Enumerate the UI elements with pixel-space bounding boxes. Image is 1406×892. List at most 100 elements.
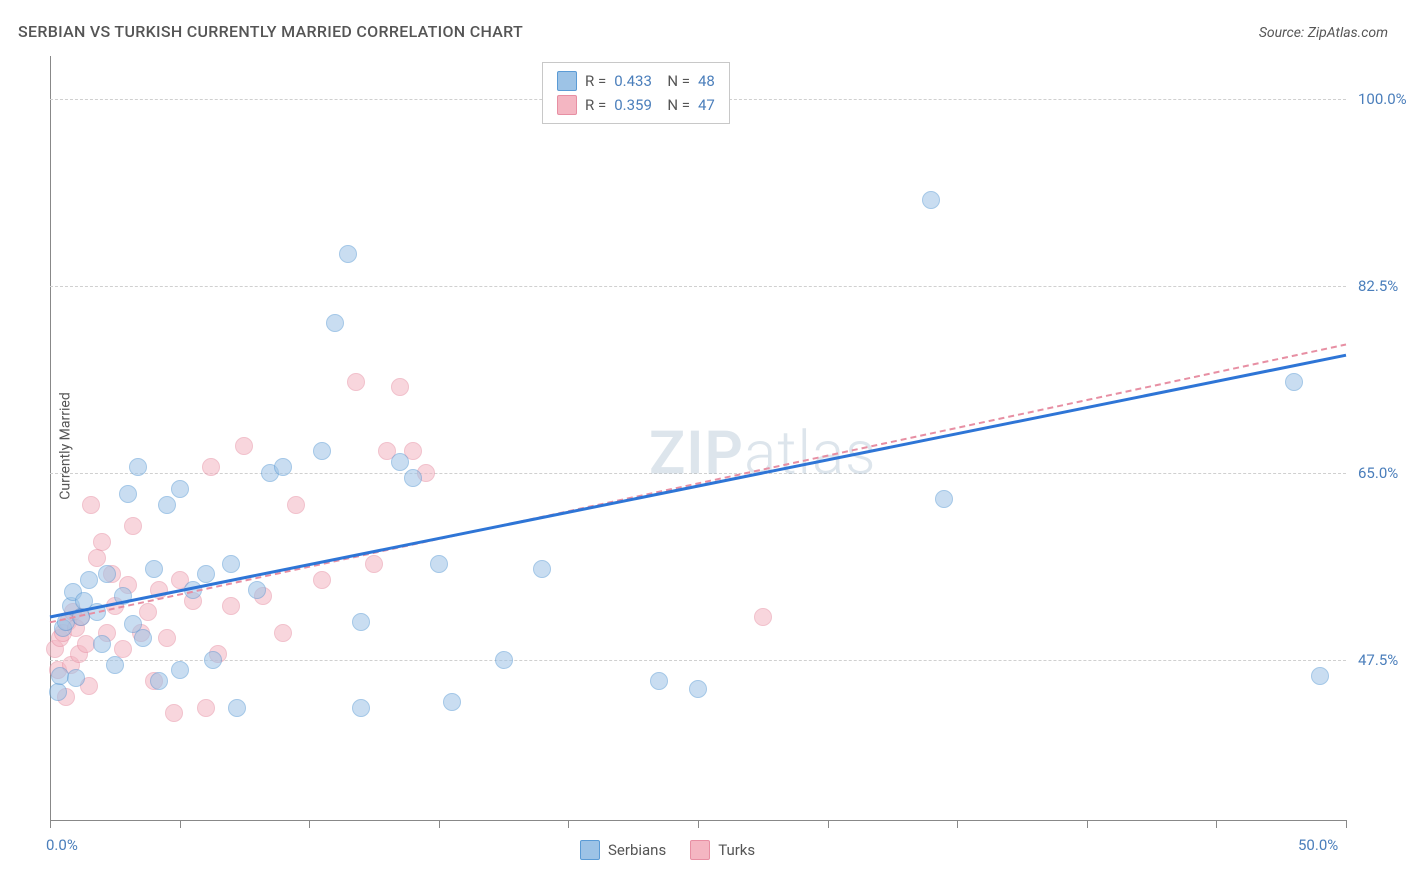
- data-point-serbians: [204, 651, 222, 669]
- data-point-serbians: [114, 587, 132, 605]
- data-point-turks: [158, 629, 176, 647]
- data-point-turks: [82, 496, 100, 514]
- data-point-serbians: [689, 680, 707, 698]
- y-tick-label: 100.0%: [1358, 90, 1406, 108]
- x-tick: [50, 820, 51, 828]
- legend-r-serbians: 0.433: [614, 69, 652, 93]
- data-point-serbians: [150, 672, 168, 690]
- data-point-serbians: [443, 693, 461, 711]
- legend-r-prefix: R =: [585, 93, 606, 117]
- data-point-turks: [274, 624, 292, 642]
- series-legend: Serbians Turks: [580, 840, 755, 860]
- data-point-serbians: [88, 603, 106, 621]
- regression-line-turks: [50, 345, 1346, 623]
- legend-n-prefix: N =: [660, 69, 690, 93]
- legend-n-serbians: 48: [698, 69, 715, 93]
- data-point-serbians: [352, 613, 370, 631]
- legend-item-turks: Turks: [690, 840, 755, 860]
- data-point-turks: [347, 373, 365, 391]
- data-point-serbians: [922, 191, 940, 209]
- legend-r-prefix: R =: [585, 69, 606, 93]
- x-tick: [957, 820, 958, 828]
- x-tick: [439, 820, 440, 828]
- data-point-turks: [93, 533, 111, 551]
- data-point-serbians: [274, 458, 292, 476]
- data-point-turks: [235, 437, 253, 455]
- data-point-serbians: [404, 469, 422, 487]
- x-tick: [1346, 820, 1347, 828]
- data-point-serbians: [1311, 667, 1329, 685]
- gridline: [50, 286, 1346, 287]
- legend-row-turks: R = 0.359 N = 47: [557, 93, 715, 117]
- data-point-turks: [287, 496, 305, 514]
- x-tick: [1087, 820, 1088, 828]
- x-tick: [1216, 820, 1217, 828]
- x-max-label: 50.0%: [1298, 836, 1338, 854]
- legend-item-serbians: Serbians: [580, 840, 666, 860]
- y-tick-label: 65.0%: [1358, 464, 1398, 482]
- data-point-serbians: [98, 565, 116, 583]
- header-row: SERBIAN VS TURKISH CURRENTLY MARRIED COR…: [18, 22, 1388, 41]
- data-point-serbians: [352, 699, 370, 717]
- data-point-turks: [150, 581, 168, 599]
- y-tick-label: 47.5%: [1358, 651, 1398, 669]
- data-point-serbians: [80, 571, 98, 589]
- swatch-turks: [557, 95, 577, 115]
- data-point-serbians: [158, 496, 176, 514]
- correlation-legend: R = 0.433 N = 48 R = 0.359 N = 47: [542, 62, 730, 124]
- data-point-turks: [197, 699, 215, 717]
- data-point-turks: [313, 571, 331, 589]
- watermark: ZIPatlas: [649, 418, 877, 489]
- data-point-turks: [754, 608, 772, 626]
- data-point-serbians: [495, 651, 513, 669]
- data-point-turks: [222, 597, 240, 615]
- data-point-serbians: [248, 581, 266, 599]
- data-point-serbians: [313, 442, 331, 460]
- scatter-plot: 47.5%65.0%82.5%100.0%0.0%50.0%ZIPatlas: [50, 56, 1346, 820]
- x-min-label: 0.0%: [46, 836, 78, 854]
- data-point-serbians: [228, 699, 246, 717]
- data-point-serbians: [533, 560, 551, 578]
- x-tick: [698, 820, 699, 828]
- data-point-serbians: [222, 555, 240, 573]
- source-label: Source: ZipAtlas.com: [1259, 25, 1388, 41]
- data-point-serbians: [106, 656, 124, 674]
- swatch-serbians: [580, 840, 600, 860]
- data-point-turks: [124, 517, 142, 535]
- x-tick: [180, 820, 181, 828]
- data-point-serbians: [1285, 373, 1303, 391]
- data-point-serbians: [326, 314, 344, 332]
- data-point-serbians: [171, 661, 189, 679]
- gridline: [50, 660, 1346, 661]
- data-point-serbians: [129, 458, 147, 476]
- data-point-serbians: [134, 629, 152, 647]
- legend-label-turks: Turks: [718, 841, 755, 859]
- data-point-serbians: [49, 683, 67, 701]
- data-point-turks: [202, 458, 220, 476]
- data-point-turks: [391, 378, 409, 396]
- regression-line-serbians: [50, 355, 1346, 617]
- chart-title: SERBIAN VS TURKISH CURRENTLY MARRIED COR…: [18, 22, 523, 41]
- data-point-serbians: [391, 453, 409, 471]
- data-point-turks: [88, 549, 106, 567]
- x-tick: [309, 820, 310, 828]
- legend-n-prefix: N =: [660, 93, 690, 117]
- legend-n-turks: 47: [698, 93, 715, 117]
- x-tick: [568, 820, 569, 828]
- data-point-serbians: [430, 555, 448, 573]
- data-point-serbians: [67, 669, 85, 687]
- x-tick: [828, 820, 829, 828]
- gridline: [50, 473, 1346, 474]
- legend-row-serbians: R = 0.433 N = 48: [557, 69, 715, 93]
- data-point-serbians: [171, 480, 189, 498]
- data-point-serbians: [145, 560, 163, 578]
- data-point-serbians: [197, 565, 215, 583]
- data-point-serbians: [339, 245, 357, 263]
- legend-r-turks: 0.359: [614, 93, 652, 117]
- data-point-serbians: [935, 490, 953, 508]
- legend-label-serbians: Serbians: [608, 841, 666, 859]
- data-point-serbians: [184, 581, 202, 599]
- swatch-serbians: [557, 71, 577, 91]
- swatch-turks: [690, 840, 710, 860]
- y-tick-label: 82.5%: [1358, 277, 1398, 295]
